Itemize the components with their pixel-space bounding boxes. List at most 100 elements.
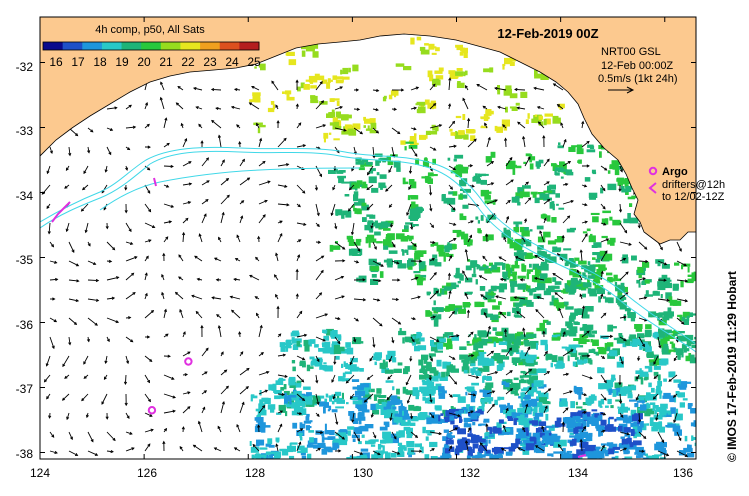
sst-pixel [476,301,485,307]
current-arrow-icon [464,248,469,262]
sst-pixel [605,453,609,457]
current-arrow-icon [315,255,325,262]
sst-pixel [620,436,625,439]
sst-pixel [451,407,456,410]
sst-pixel [513,271,517,275]
sst-pixel [403,426,411,431]
sst-pixel [640,378,644,385]
sst-pixel [257,422,266,428]
sst-pixel [551,436,560,442]
sst-pixel [525,119,529,124]
sst-pixel [364,387,369,395]
sst-pixel [416,278,423,286]
sst-pixel [356,180,363,185]
sst-pixel [573,312,576,320]
sst-pixel [281,448,289,456]
sst-pixel [515,306,520,312]
sst-pixel [618,165,626,170]
sst-pixel [517,187,520,193]
sst-pixel [479,266,487,271]
sst-pixel [593,242,602,248]
sst-pixel [575,322,580,325]
current-arrow-icon [196,277,203,281]
current-key-arrow-icon [608,86,635,94]
current-arrow-icon [388,165,393,174]
sst-pixel [577,423,587,430]
sst-pixel [553,451,562,454]
sst-pixel [537,236,546,243]
current-arrow-icon [83,374,89,379]
current-arrow-icon [296,441,302,452]
sst-pixel [493,341,496,347]
sst-pixel [385,403,390,409]
sst-pixel [505,451,513,455]
current-arrow-icon [315,355,320,363]
sst-pixel [661,336,670,342]
current-arrow-icon [163,427,168,433]
sst-pixel [674,333,678,337]
legend-color-swatch [141,42,162,50]
sst-pixel [346,457,353,459]
sst-pixel [496,365,502,371]
sst-pixel [557,167,564,173]
sst-pixel [563,248,572,251]
sst-pixel [365,236,369,244]
sst-pixel [324,430,334,435]
sst-pixel [606,379,614,382]
sst-pixel [588,334,595,338]
sst-pixel [543,254,551,258]
sst-pixel [411,224,419,227]
sst-pixel [529,163,534,170]
sst-pixel [466,343,472,346]
sst-pixel [469,427,472,434]
sst-pixel [402,229,409,232]
sst-pixel [623,386,631,392]
sst-pixel [310,76,318,80]
sst-pixel [382,431,391,438]
current-arrow-icon [315,336,326,342]
credit-text: © IMOS 17-Feb-2019 11:29 Hobart [725,271,739,462]
sst-pixel [400,406,407,413]
sst-pixel [503,88,512,96]
sst-pixel [348,67,351,73]
sst-pixel [537,265,541,269]
current-arrow-icon [543,371,551,376]
sst-pixel [456,166,465,170]
sst-pixel [655,422,663,430]
sst-pixel [335,111,341,118]
sst-pixel [288,59,297,66]
current-arrow-icon [534,445,545,452]
current-arrow-icon [562,199,574,205]
sst-pixel [689,359,695,363]
sst-pixel [415,393,419,400]
current-arrow-icon [467,374,480,379]
sst-pixel [358,421,362,425]
sst-pixel [630,429,635,436]
sst-pixel [352,400,362,405]
sst-pixel [465,439,471,443]
sst-pixel [404,225,409,230]
sst-pixel [572,344,580,348]
sst-pixel [458,230,462,236]
current-arrow-icon [581,120,585,129]
sst-pixel [258,64,262,68]
sst-pixel [407,260,414,266]
current-arrow-icon [239,158,245,167]
sst-pixel [569,268,574,276]
sst-pixel [300,447,308,453]
sst-pixel [419,369,424,373]
sst-pixel [406,441,415,448]
sst-pixel [483,418,490,423]
sst-pixel [669,395,675,403]
sst-pixel [257,414,260,419]
current-arrow-icon [429,102,437,110]
sst-pixel [609,216,613,221]
sst-pixel [538,273,541,277]
sst-pixel [600,430,603,436]
sst-pixel [671,343,676,349]
sst-pixel [599,405,603,408]
sst-pixel [667,307,672,313]
sst-pixel [400,140,406,145]
current-arrow-icon [503,328,508,338]
current-arrow-icon [372,317,383,327]
